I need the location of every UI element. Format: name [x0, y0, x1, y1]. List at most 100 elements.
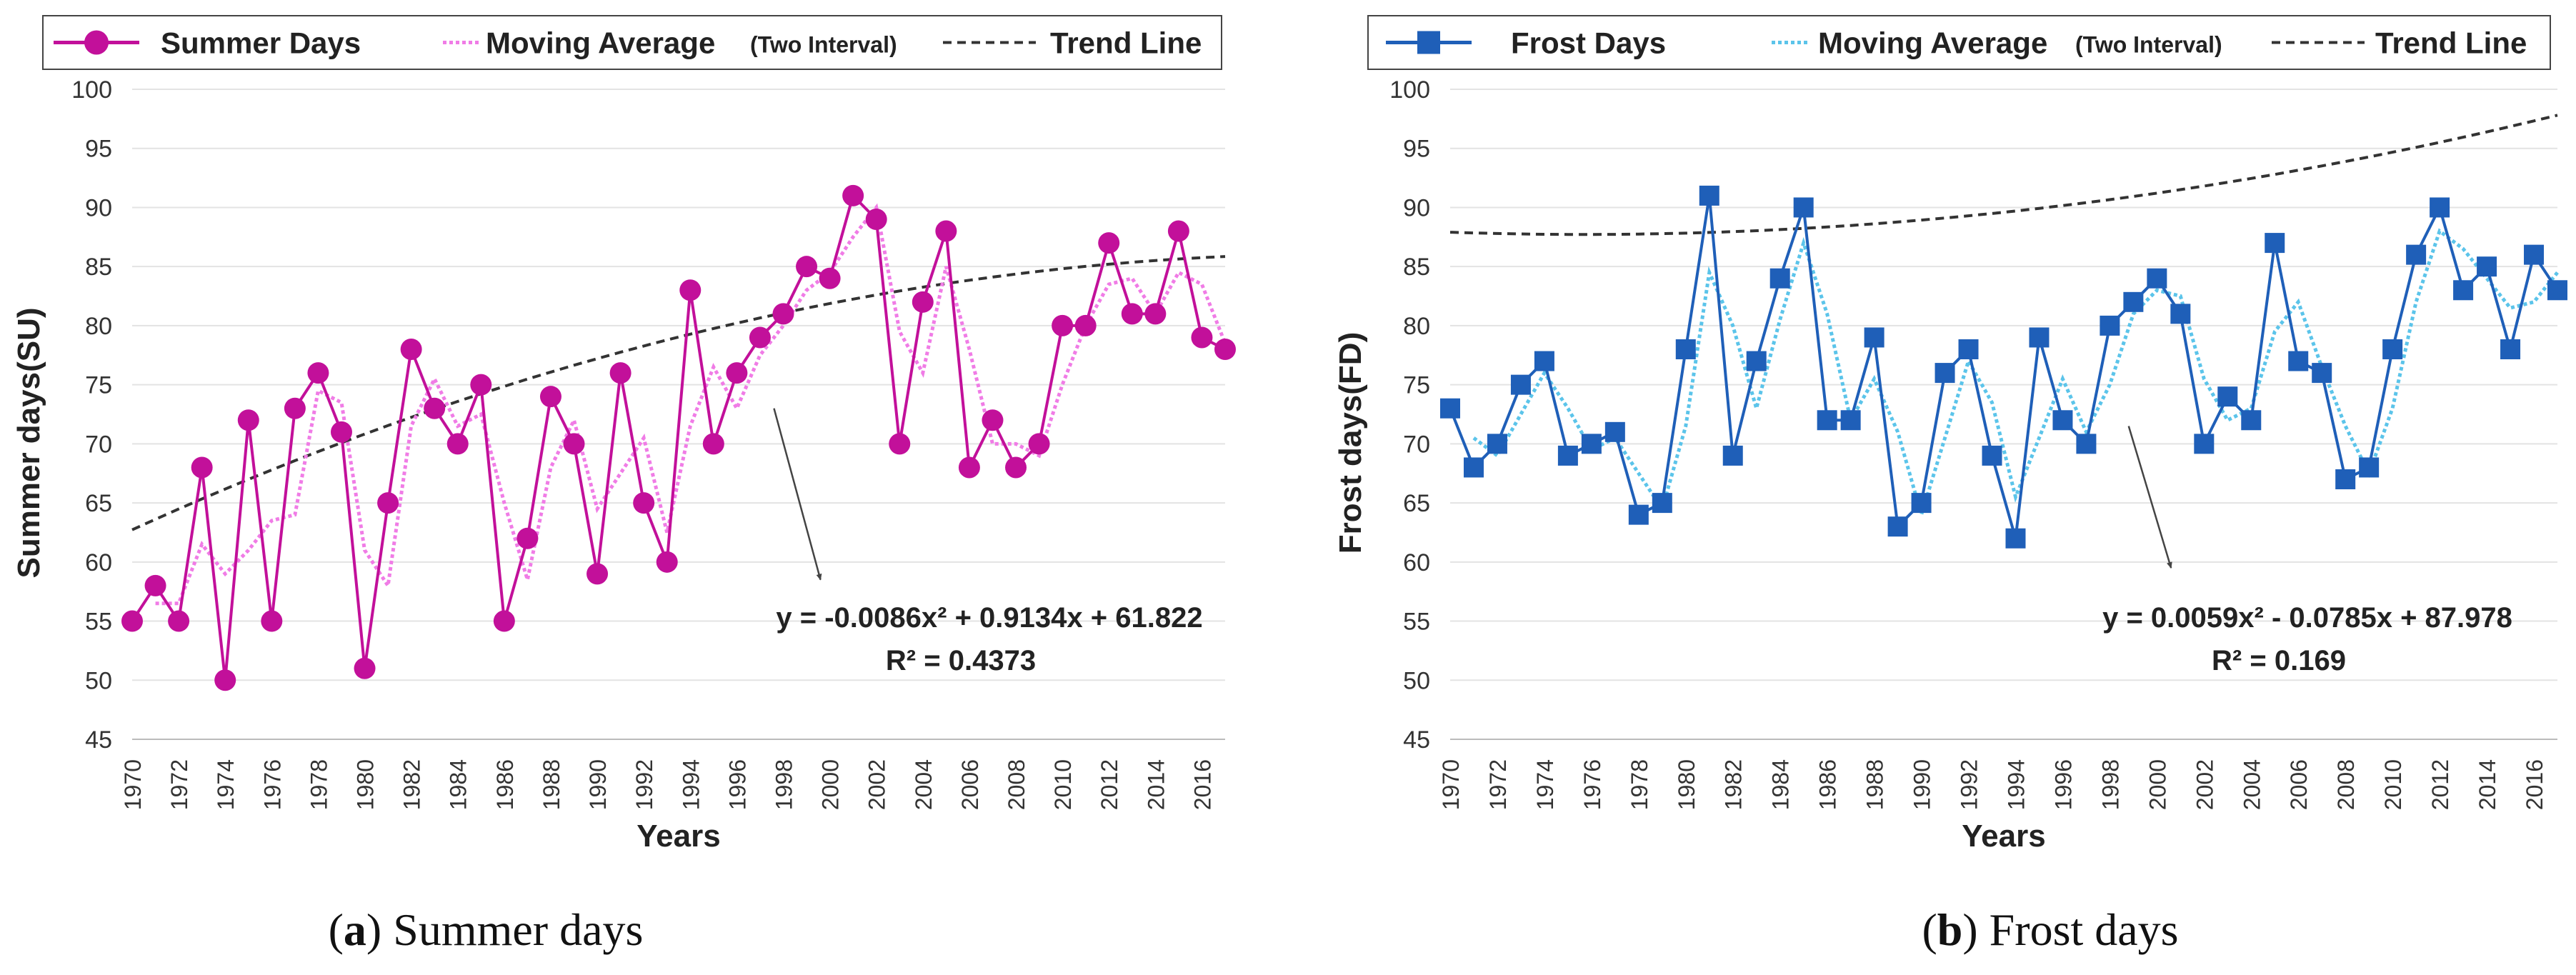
data-point: [819, 267, 841, 289]
legend-label: Moving Average: [486, 26, 715, 60]
data-point: [1722, 445, 1743, 466]
data-point: [424, 397, 446, 419]
y-tick-label: 70: [1403, 431, 1430, 458]
data-point: [2335, 469, 2356, 489]
legend-label: Frost Days: [1511, 26, 1666, 60]
data-point: [796, 256, 818, 278]
y-tick-label: 45: [85, 726, 112, 754]
y-tick-label: 75: [1403, 372, 1430, 399]
legend-label: Summer Days: [161, 26, 361, 60]
y-tick-label: 65: [85, 490, 112, 517]
data-point: [1864, 327, 1884, 348]
data-point: [2288, 351, 2309, 371]
data-point: [516, 527, 539, 549]
data-point: [1887, 516, 1908, 537]
data-point: [865, 209, 887, 230]
x-tick-label: 2016: [2522, 759, 2547, 810]
data-point: [168, 610, 190, 632]
data-point: [1557, 445, 1578, 466]
x-tick-label: 1998: [2097, 759, 2123, 810]
data-point: [1191, 326, 1213, 349]
data-point: [237, 409, 259, 431]
y-tick-label: 55: [85, 609, 112, 636]
data-point: [1052, 314, 1074, 336]
y-tick-label: 80: [85, 313, 112, 340]
data-point: [2076, 434, 2097, 454]
y-axis-title: Frost days(FD): [1333, 332, 1368, 554]
data-point: [354, 657, 376, 679]
x-tick-label: 2002: [2192, 759, 2217, 810]
x-tick-label: 2014: [2475, 759, 2500, 810]
y-tick-label: 95: [85, 136, 112, 163]
data-point: [377, 492, 399, 514]
x-tick-label: 2000: [2145, 759, 2170, 810]
data-point: [330, 421, 352, 443]
data-point: [539, 386, 561, 408]
data-point: [1028, 433, 1050, 455]
data-point: [982, 409, 1004, 431]
data-point: [1487, 434, 1507, 454]
x-tick-label: 1974: [1532, 759, 1558, 810]
data-point: [1840, 410, 1861, 431]
x-tick-label: 1990: [1909, 759, 1935, 810]
y-tick-label: 70: [85, 431, 112, 458]
legend-suffix: (Two Interval): [2075, 32, 2222, 58]
data-point: [400, 339, 422, 360]
x-tick-label: 1978: [1627, 759, 1652, 810]
x-tick-label: 1998: [771, 759, 797, 810]
legend: Frost Days Moving Average (Two Interval) Tr…: [1367, 15, 2551, 70]
y-tick-label: 100: [71, 76, 112, 104]
data-point: [2524, 244, 2545, 265]
data-point: [1534, 351, 1554, 371]
trend-r2: R² = 0.169: [2212, 645, 2346, 676]
x-tick-label: 1976: [259, 759, 285, 810]
data-point: [446, 433, 469, 455]
data-point: [1769, 268, 1790, 289]
data-point: [1628, 504, 1649, 525]
data-point: [2430, 197, 2450, 218]
data-point: [2100, 315, 2120, 336]
data-point: [2547, 280, 2567, 301]
data-point: [1440, 398, 1460, 419]
x-tick-label: 1996: [724, 759, 750, 810]
data-point: [2147, 268, 2167, 289]
legend: Summer Days Moving Average (Two Interval) T…: [42, 15, 1222, 70]
series-line: [1449, 195, 2559, 539]
data-point: [1510, 374, 1531, 395]
data-point: [563, 433, 585, 455]
legend-series-marker: [1417, 31, 1440, 54]
x-tick-label: 1990: [585, 759, 611, 810]
data-point: [656, 551, 678, 573]
y-tick-label: 60: [1403, 549, 1430, 576]
x-tick-label: 2012: [2427, 759, 2453, 810]
x-tick-label: 1986: [492, 759, 518, 810]
x-tick-label: 2014: [1143, 759, 1169, 810]
legend-box: [1367, 15, 2551, 70]
x-tick-label: 2012: [1097, 759, 1122, 810]
y-tick-label: 45: [1403, 726, 1430, 754]
x-tick-label: 1972: [166, 759, 192, 810]
x-tick-label: 1992: [1957, 759, 1982, 810]
x-tick-label: 2008: [1004, 759, 1029, 810]
x-tick-label: 2008: [2333, 759, 2359, 810]
data-point: [1817, 410, 1837, 431]
x-tick-label: 1986: [1815, 759, 1841, 810]
x-tick-label: 1984: [446, 759, 471, 810]
data-point: [726, 362, 748, 384]
x-tick-label: 2016: [1189, 759, 1215, 810]
data-point: [2005, 528, 2026, 549]
data-point: [2453, 280, 2474, 301]
data-point: [1005, 456, 1027, 479]
y-tick-label: 75: [85, 372, 112, 399]
data-point: [1675, 339, 1696, 359]
data-point: [121, 610, 143, 632]
data-point: [2359, 457, 2380, 478]
data-point: [1793, 197, 1814, 218]
data-point: [609, 362, 631, 384]
x-tick-label: 1994: [2003, 759, 2029, 810]
x-tick-label: 2002: [864, 759, 890, 810]
x-tick-label: 1980: [353, 759, 379, 810]
data-point: [889, 433, 911, 455]
x-tick-label: 1980: [1674, 759, 1699, 810]
data-point: [1167, 220, 1189, 242]
